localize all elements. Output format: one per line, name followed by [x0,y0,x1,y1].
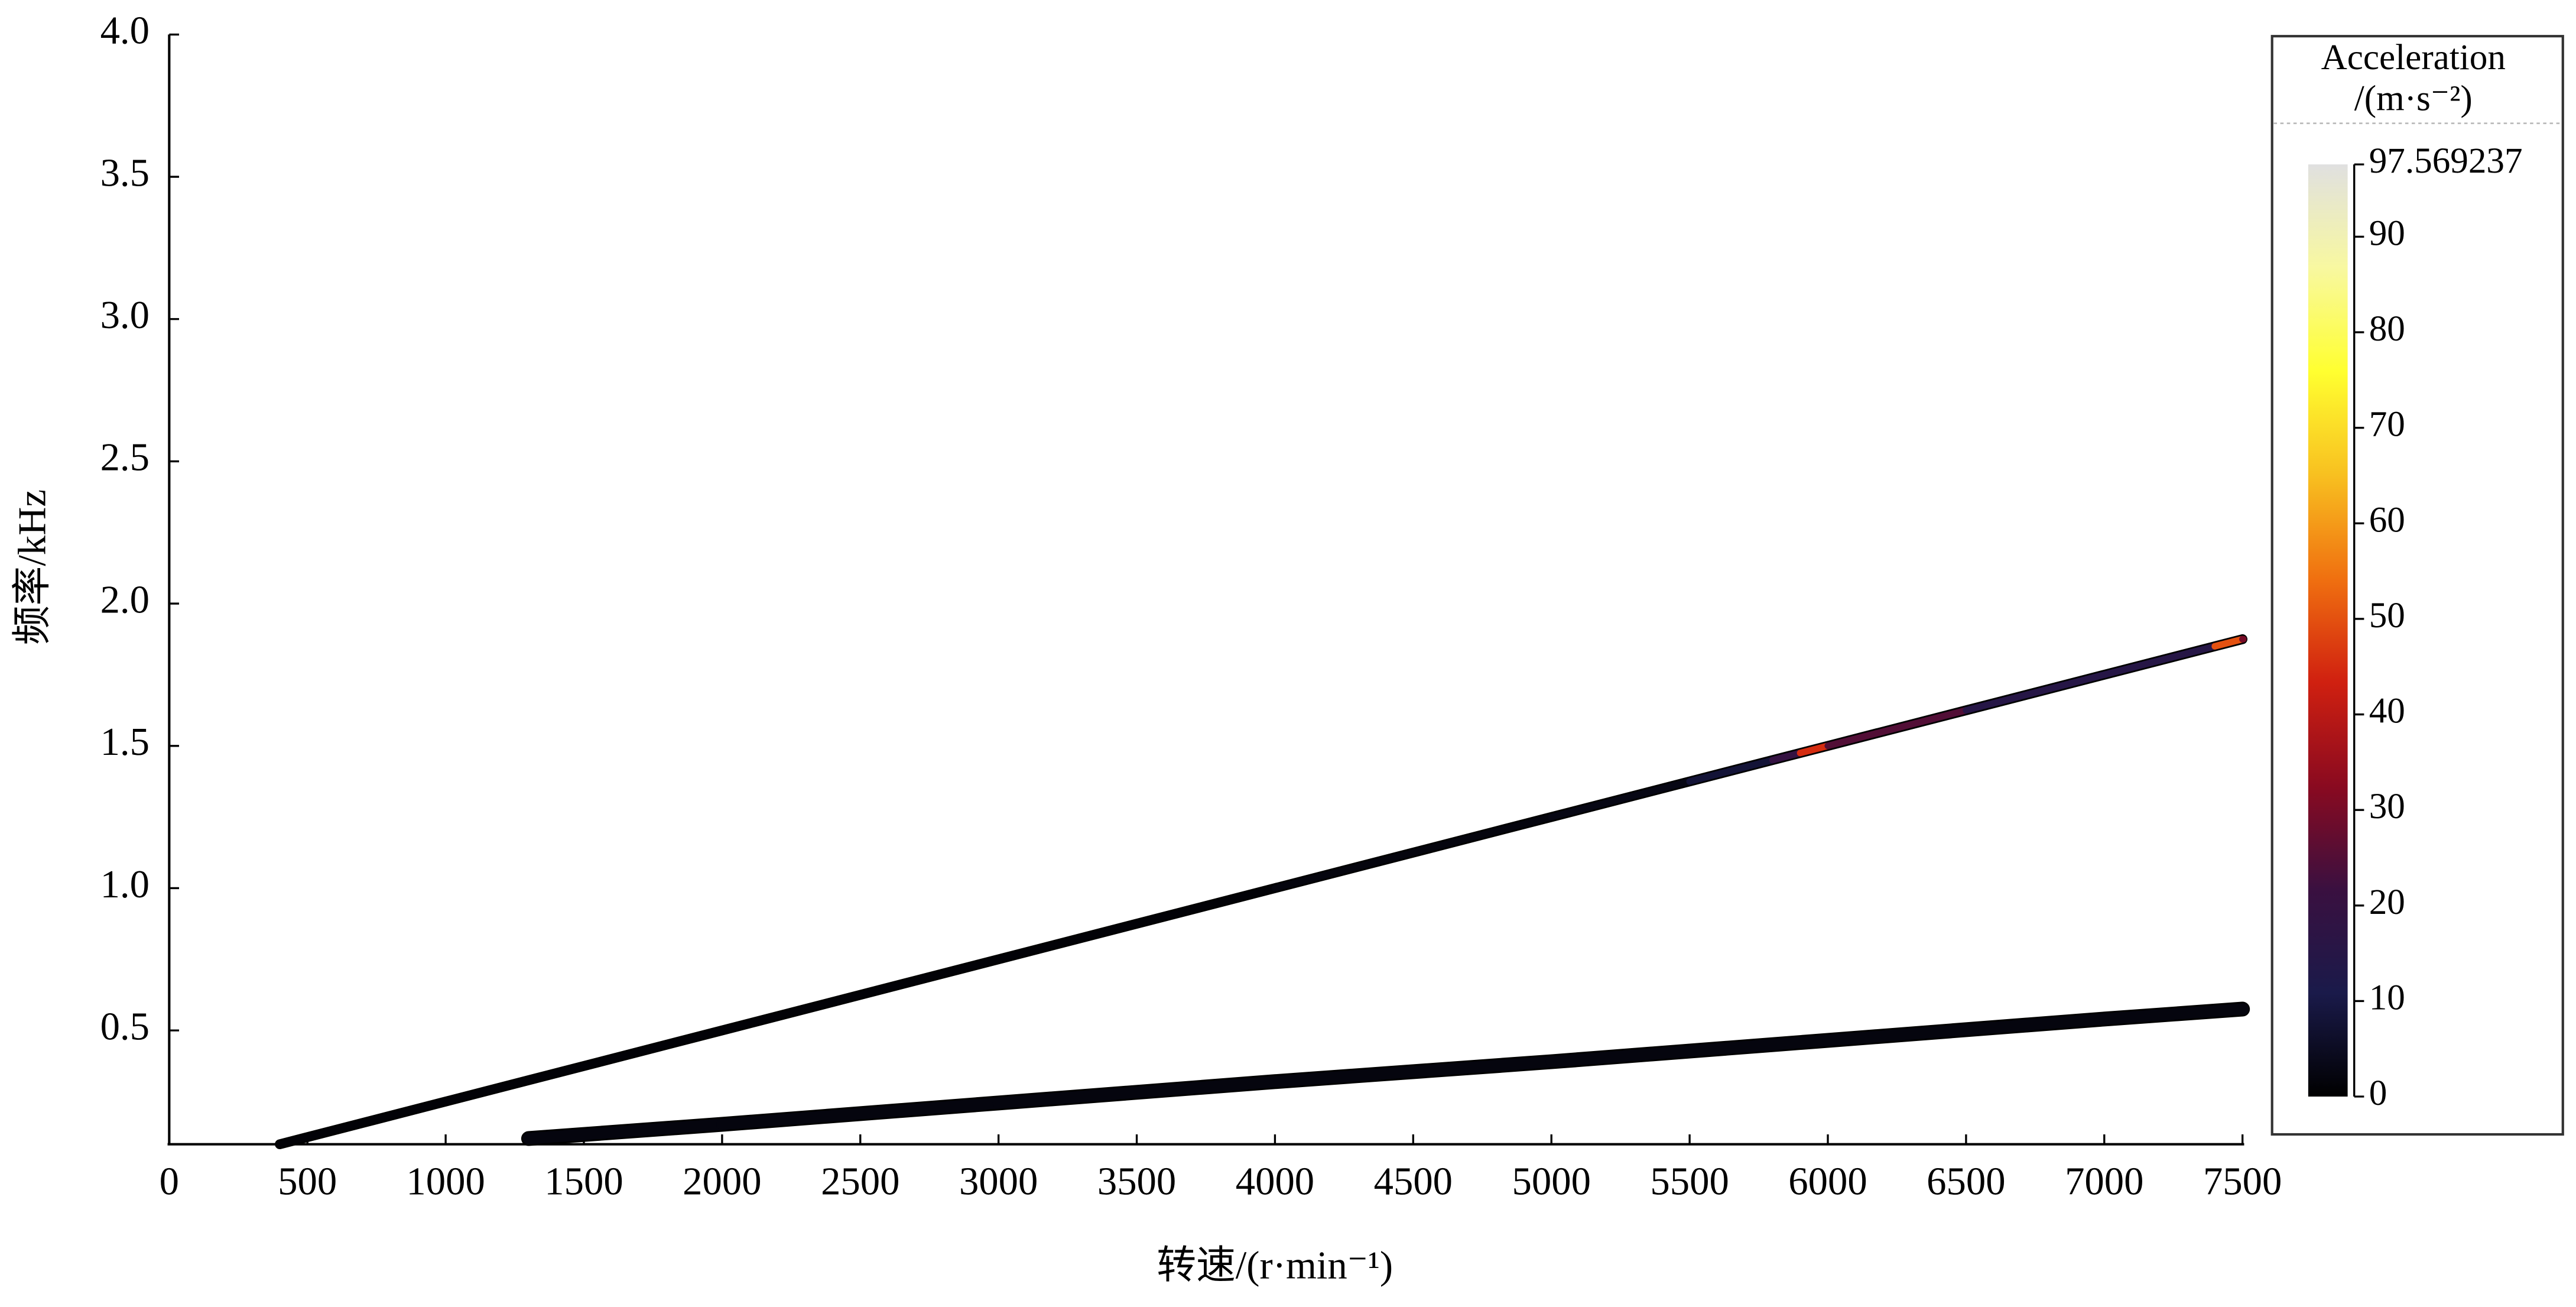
y-tick-label: 2.5 [100,436,150,479]
x-tick-label: 7000 [2065,1160,2143,1203]
colorbar-title: Acceleration [2321,37,2506,77]
amplitude-segment [1769,750,1804,764]
x-tick-label: 3000 [959,1160,1038,1203]
y-tick-label: 1.0 [100,863,150,906]
x-tick-label: 5000 [1512,1160,1591,1203]
x-tick-label: 6500 [1927,1160,2005,1203]
x-tick-label: 500 [278,1160,337,1203]
x-axis-label: 转速/(r·min⁻¹) [1157,1244,1393,1287]
y-tick-label: 4.0 [100,9,150,53]
amplitude-segment [995,884,1279,963]
amplitude-segment [1797,742,1831,757]
x-tick-label: 4500 [1374,1160,1453,1203]
amplitude-segment [276,1098,449,1148]
y-tick-label: 3.0 [100,294,150,337]
x-tick-label: 7500 [2203,1160,2282,1203]
amplitude-segment [522,1118,728,1144]
x-tick-label: 4000 [1236,1160,1314,1203]
y-tick-label: 0.5 [100,1005,150,1048]
colorbar-tick-label: 0 [2369,1073,2387,1113]
x-tick-label: 6000 [1788,1160,1867,1203]
y-axis-label: 频率/kHz [11,489,54,645]
amplitude-segment [1548,778,1693,820]
amplitude-segment [716,1097,1005,1130]
colorbar-ramp [2308,164,2348,1097]
colorbar-tick-label: 80 [2369,309,2405,349]
colorbar-title: /(m·s⁻²) [2354,78,2473,118]
y-tick-label: 1.5 [100,721,150,764]
colorbar: Acceleration /(m·s⁻²) 0 10 20 30 40 50 60 70 80 9… [2270,35,2564,1136]
amplitude-segment [1963,671,2108,714]
amplitude-segment [1271,813,1555,892]
amplitude-segment [2211,635,2246,650]
colorbar-tick-label: 20 [2369,882,2405,922]
colorbar-tick-label: 40 [2369,691,2405,731]
x-tick-label: 5500 [1650,1160,1729,1203]
amplitude-segment [2101,643,2218,679]
x-tick-label: 2000 [683,1160,761,1203]
x-tick-label: 2500 [821,1160,899,1203]
y-tick-label: 3.5 [100,151,150,194]
amplitude-segment [2099,1003,2249,1025]
amplitude-segment [992,1076,1281,1109]
amplitude-segment [719,956,1002,1034]
colorbar-tick-label: 30 [2369,786,2405,826]
colorbar-tick-label: 10 [2369,977,2405,1017]
colorbar-tick-label: 50 [2369,595,2405,635]
x-tick-label: 1000 [406,1160,485,1203]
amplitude-segment [1269,1056,1557,1088]
x-tick-label: 0 [160,1160,179,1203]
amplitude-segment [442,1027,726,1105]
x-tick-label: 1500 [544,1160,623,1203]
amplitude-segment [1822,1013,2110,1046]
x-tick-label: 3500 [1097,1160,1176,1203]
amplitude-segment [1545,1034,1834,1068]
colorbar-tick-label: 97.569237 [2369,141,2523,181]
colorbar-tick-label: 90 [2369,213,2405,253]
y-tick-label: 2.0 [100,578,150,621]
colorbar-tick-label: 60 [2369,500,2405,540]
amplitude-segment [1686,757,1776,785]
amplitude-segment [1824,707,1970,750]
colorbar-tick-label: 70 [2369,404,2405,445]
